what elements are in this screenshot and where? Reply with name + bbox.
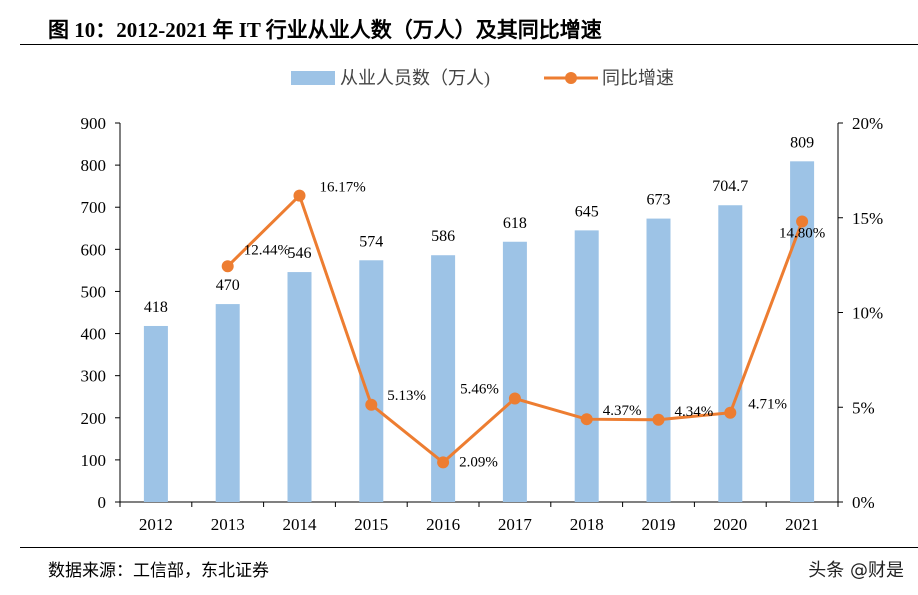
x-tick-label: 2013 xyxy=(211,515,245,534)
growth-label: 5.13% xyxy=(387,388,426,404)
growth-point xyxy=(652,413,665,426)
right-tick-label: 20% xyxy=(852,114,883,133)
right-tick-label: 10% xyxy=(852,304,883,323)
left-tick-label: 100 xyxy=(81,451,107,470)
figure-title: 图 10：2012-2021 年 IT 行业从业人数（万人）及其同比增速 xyxy=(48,18,602,42)
bar-label: 618 xyxy=(503,215,527,232)
growth-point xyxy=(508,392,521,405)
bar-label: 809 xyxy=(790,134,814,151)
bar xyxy=(646,218,671,502)
growth-point xyxy=(724,406,737,419)
growth-label: 4.34% xyxy=(675,404,714,420)
bar-label: 586 xyxy=(431,228,455,245)
growth-point xyxy=(796,215,809,228)
watermark: 头条 @财是 xyxy=(808,560,904,581)
legend-bar-label: 从业人员数（万人) xyxy=(340,68,490,89)
footer-rule xyxy=(20,547,918,548)
legend-line-label: 同比增速 xyxy=(602,68,674,88)
bar xyxy=(574,230,599,502)
bar-label: 704.7 xyxy=(712,178,748,195)
left-tick-label: 600 xyxy=(81,240,107,259)
growth-point xyxy=(580,413,593,426)
x-tick-label: 2018 xyxy=(570,515,604,534)
x-tick-label: 2015 xyxy=(354,515,388,534)
bar-label: 673 xyxy=(647,192,671,209)
legend-bar-swatch xyxy=(291,71,335,85)
growth-point xyxy=(365,398,378,411)
title-rule xyxy=(20,44,918,45)
x-tick-label: 2021 xyxy=(785,515,819,534)
x-tick-label: 2019 xyxy=(642,515,676,534)
left-tick-label: 800 xyxy=(81,156,107,175)
growth-point xyxy=(221,260,234,273)
right-tick-label: 15% xyxy=(852,209,883,228)
bar-label: 574 xyxy=(359,233,383,250)
bar-label: 546 xyxy=(288,245,312,262)
bar xyxy=(718,205,743,503)
growth-label: 16.17% xyxy=(320,180,366,196)
bar-label: 470 xyxy=(216,277,240,294)
bar-label: 645 xyxy=(575,203,599,220)
x-tick-label: 2012 xyxy=(139,515,173,534)
left-tick-label: 400 xyxy=(81,325,107,344)
bar xyxy=(790,161,815,502)
left-tick-label: 200 xyxy=(81,409,107,428)
bar-label: 418 xyxy=(144,299,168,316)
x-tick-label: 2014 xyxy=(283,515,318,534)
x-tick-label: 2017 xyxy=(498,515,533,534)
growth-label: 14.80% xyxy=(779,226,825,242)
source-note: 数据来源：工信部，东北证券 xyxy=(48,561,269,580)
growth-label: 2.09% xyxy=(459,454,498,470)
right-tick-label: 5% xyxy=(852,398,875,417)
left-tick-label: 900 xyxy=(81,114,107,133)
left-tick-label: 300 xyxy=(81,367,107,386)
right-tick-label: 0% xyxy=(852,493,875,512)
growth-point xyxy=(437,456,450,469)
bar xyxy=(143,325,168,502)
x-tick-label: 2016 xyxy=(426,515,460,534)
bar xyxy=(502,241,527,502)
growth-label: 12.44% xyxy=(244,242,290,258)
left-tick-label: 700 xyxy=(81,198,107,217)
x-tick-label: 2020 xyxy=(713,515,747,534)
left-tick-label: 500 xyxy=(81,282,107,301)
growth-label: 5.46% xyxy=(460,382,499,398)
legend-line-marker xyxy=(565,72,577,84)
left-tick-label: 0 xyxy=(98,493,107,512)
bar xyxy=(215,304,240,502)
bar xyxy=(287,272,312,502)
growth-label: 4.71% xyxy=(748,397,787,413)
growth-label: 4.37% xyxy=(603,403,642,419)
growth-point xyxy=(293,189,306,202)
